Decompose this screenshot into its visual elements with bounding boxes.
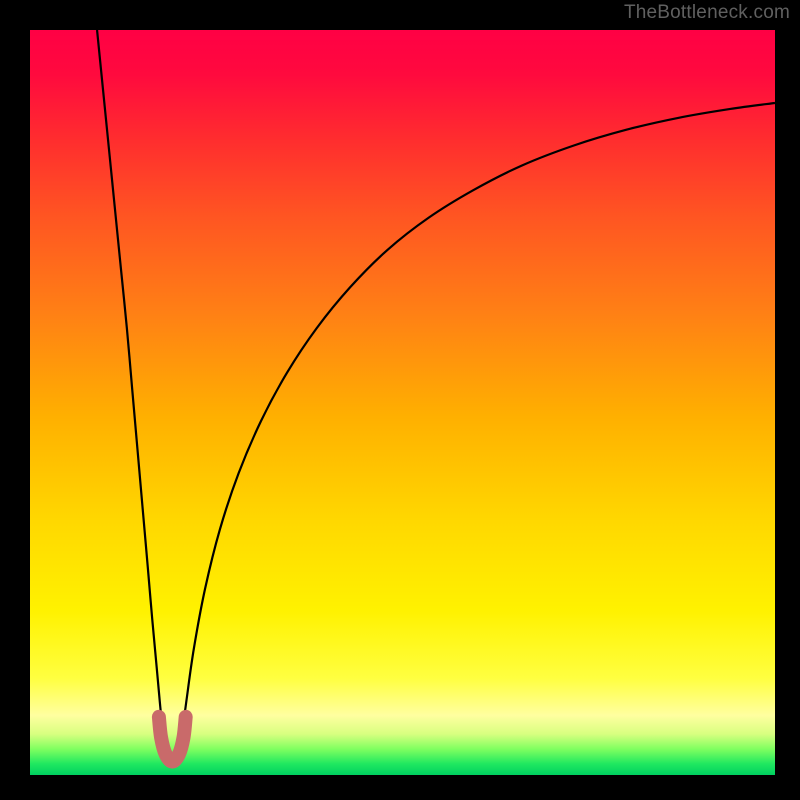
watermark-text: TheBottleneck.com <box>624 2 790 24</box>
bottleneck-chart <box>0 0 800 800</box>
plot-background <box>30 30 775 775</box>
chart-stage: TheBottleneck.com <box>0 0 800 800</box>
